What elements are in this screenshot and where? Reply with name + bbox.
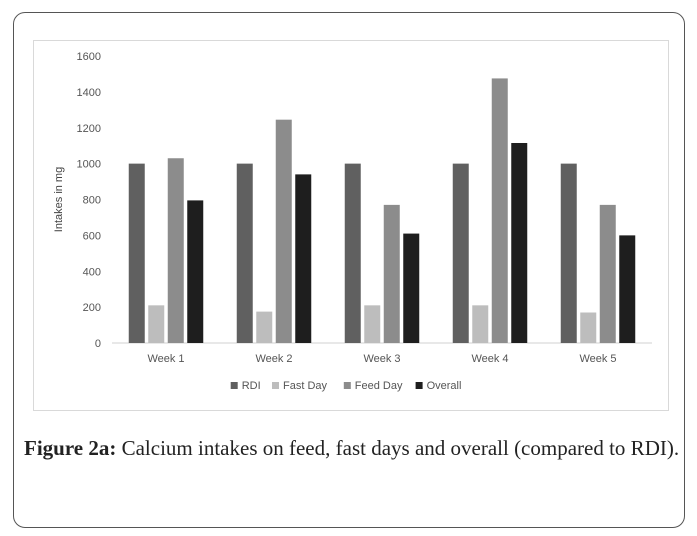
y-tick-label: 800 <box>83 195 101 207</box>
legend-label: Fast Day <box>283 380 328 392</box>
x-tick-label: Week 3 <box>363 353 400 365</box>
figure-caption: Figure 2a: Calcium intakes on feed, fast… <box>24 434 684 463</box>
legend: RDI Fast Day Feed Day Overall <box>230 380 462 392</box>
legend-label: RDI <box>242 380 261 392</box>
bar-fast-day-week-5 <box>580 312 597 343</box>
legend-swatch <box>230 382 238 389</box>
chart-area: 0 200 400 600 800 1000 1200 1400 1600 Week 1 Week… <box>33 40 669 411</box>
x-tick-label: Week 4 <box>471 353 508 365</box>
bar-overall-week-4 <box>511 142 528 343</box>
legend-label: Feed Day <box>355 380 403 392</box>
bar-rdi-week-4 <box>452 163 469 343</box>
y-tick-label: 0 <box>95 338 101 350</box>
legend-swatch <box>272 382 279 389</box>
bar-overall-week-1 <box>187 200 204 343</box>
y-axis-title: Intakes in mg <box>53 167 65 232</box>
bar-fast-day-week-4 <box>472 305 489 343</box>
y-tick-label: 600 <box>83 230 101 242</box>
x-axis: Week 1 Week 2 Week 3 Week 4 Week 5 <box>147 353 616 365</box>
legend-swatch <box>343 382 351 389</box>
legend-swatch <box>415 382 423 389</box>
bar-feed-day-week-3 <box>383 204 400 343</box>
bar-overall-week-2 <box>295 174 312 343</box>
y-tick-label: 1200 <box>77 123 101 135</box>
y-tick-label: 1600 <box>77 51 101 63</box>
bar-feed-day-week-2 <box>275 119 292 343</box>
y-tick-label: 1000 <box>77 159 101 171</box>
bar-overall-week-5 <box>619 235 636 343</box>
caption-text: Calcium intakes on feed, fast days and o… <box>116 436 680 460</box>
bar-rdi-week-1 <box>128 163 145 343</box>
x-tick-label: Week 5 <box>579 353 616 365</box>
x-tick-label: Week 2 <box>255 353 292 365</box>
bar-rdi-week-5 <box>560 163 577 343</box>
y-tick-label: 200 <box>83 302 101 314</box>
bar-rdi-week-2 <box>236 163 253 343</box>
bar-feed-day-week-4 <box>491 78 508 343</box>
y-tick-label: 400 <box>83 266 101 278</box>
caption-label: Figure 2a: <box>24 436 117 460</box>
bar-feed-day-week-5 <box>599 204 616 343</box>
bar-fast-day-week-2 <box>256 311 273 343</box>
bar-fast-day-week-1 <box>148 305 165 343</box>
bar-overall-week-3 <box>403 233 420 343</box>
bars-group <box>128 78 636 343</box>
legend-label: Overall <box>427 380 462 392</box>
y-axis: 0 200 400 600 800 1000 1200 1400 1600 <box>77 51 101 350</box>
bar-fast-day-week-3 <box>364 305 381 343</box>
y-tick-label: 1400 <box>77 87 101 99</box>
bar-rdi-week-3 <box>344 163 361 343</box>
bar-feed-day-week-1 <box>167 158 184 343</box>
x-tick-label: Week 1 <box>147 353 184 365</box>
